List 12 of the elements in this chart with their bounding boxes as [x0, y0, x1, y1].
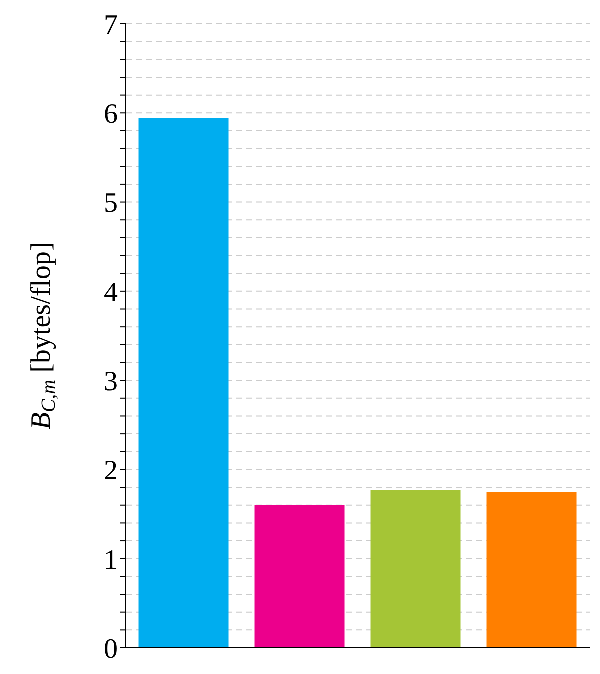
- bar: [254, 505, 345, 648]
- y-tick-label: 5: [104, 188, 118, 220]
- y-tick-label: 7: [104, 10, 118, 41]
- y-tick-label: 6: [104, 99, 118, 130]
- y-tick-label: 3: [104, 366, 118, 398]
- y-tick-label: 2: [104, 456, 118, 487]
- y-tick-label: 0: [104, 634, 118, 665]
- bar: [138, 118, 229, 648]
- y-tick-label: 4: [104, 277, 118, 308]
- bar: [486, 492, 577, 648]
- y-tick-label: 1: [104, 544, 118, 576]
- bar: [370, 490, 461, 648]
